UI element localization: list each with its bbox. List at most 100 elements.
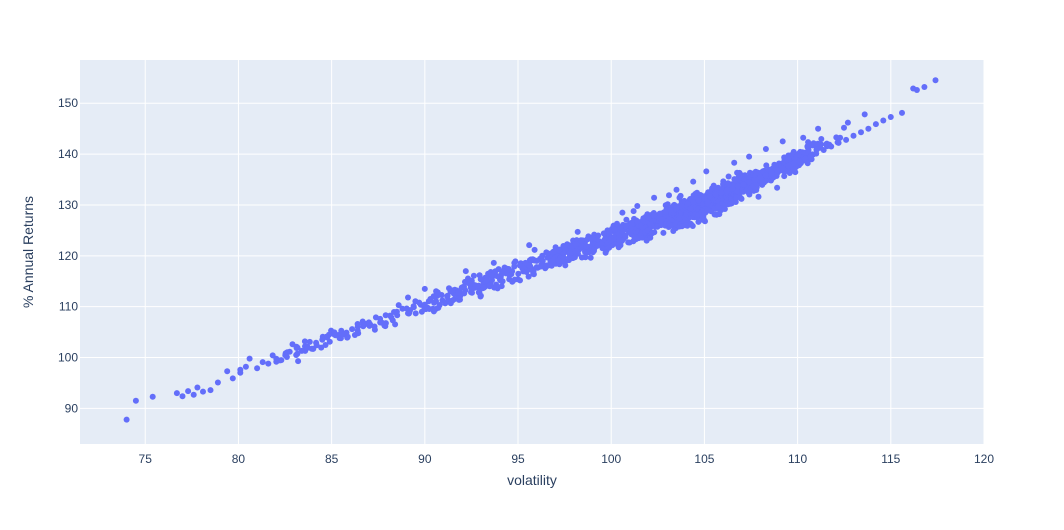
data-point — [600, 230, 607, 237]
data-point — [354, 327, 361, 334]
data-point — [630, 208, 637, 215]
data-point — [515, 270, 522, 277]
data-point — [828, 143, 835, 150]
data-point — [887, 114, 894, 120]
data-point — [332, 332, 339, 339]
data-point — [729, 185, 736, 192]
x-tick-label: 100 — [601, 452, 621, 466]
data-point — [644, 227, 651, 234]
x-axis-ticks: 75 80 85 90 95 100 105 110 115 120 — [139, 452, 995, 466]
data-point — [651, 212, 658, 219]
data-point — [805, 148, 812, 154]
data-point — [701, 195, 708, 202]
y-axis-title: % Annual Returns — [20, 196, 36, 308]
data-point — [755, 193, 762, 200]
data-point — [531, 246, 538, 253]
data-point — [587, 254, 594, 261]
data-point — [283, 354, 290, 360]
data-point — [611, 226, 618, 233]
data-point — [498, 283, 505, 290]
data-point — [405, 310, 411, 317]
data-points — [123, 77, 939, 423]
y-tick-label: 120 — [58, 249, 78, 263]
data-point — [229, 375, 236, 382]
data-point — [550, 248, 557, 255]
data-point — [318, 344, 325, 351]
data-point — [278, 357, 285, 364]
data-point — [723, 187, 730, 194]
data-point — [676, 215, 683, 222]
data-point — [382, 320, 389, 327]
data-point — [477, 276, 484, 283]
data-point — [606, 244, 613, 251]
x-tick-label: 90 — [418, 452, 432, 466]
data-point — [472, 282, 479, 289]
data-point — [615, 244, 622, 251]
data-point — [566, 250, 573, 257]
data-point — [779, 165, 786, 172]
data-point — [265, 360, 272, 367]
data-point — [207, 387, 214, 394]
data-point — [746, 153, 753, 160]
data-point — [433, 298, 439, 305]
data-point — [214, 379, 221, 386]
data-point — [807, 153, 814, 160]
data-point — [462, 268, 469, 275]
data-point — [421, 285, 428, 292]
data-point — [785, 162, 792, 169]
data-point — [246, 355, 253, 362]
data-point — [712, 191, 719, 198]
data-point — [254, 365, 261, 372]
data-point — [237, 369, 244, 376]
data-point — [286, 348, 293, 355]
data-point — [751, 177, 758, 183]
data-point — [623, 216, 630, 223]
data-point — [477, 292, 484, 299]
data-point — [728, 200, 735, 207]
data-point — [289, 341, 296, 348]
data-point — [310, 345, 316, 352]
data-point — [679, 203, 685, 209]
data-point — [865, 125, 872, 132]
data-point — [480, 284, 487, 291]
data-point — [774, 184, 781, 191]
x-tick-label: 120 — [974, 452, 994, 466]
data-point — [511, 263, 518, 270]
data-point — [461, 290, 468, 297]
data-point — [426, 306, 433, 312]
data-point — [578, 238, 585, 245]
data-point — [817, 141, 824, 148]
x-axis-title: volatility — [507, 472, 557, 488]
data-point — [721, 206, 728, 212]
x-tick-label: 80 — [232, 452, 246, 466]
data-point — [932, 77, 939, 84]
data-point — [695, 197, 702, 204]
data-point — [533, 257, 540, 264]
y-tick-label: 90 — [65, 401, 79, 415]
x-tick-label: 85 — [325, 452, 339, 466]
data-point — [349, 326, 356, 333]
data-point — [690, 178, 697, 185]
data-point — [595, 232, 602, 239]
data-point — [517, 277, 523, 284]
data-point — [781, 173, 788, 180]
data-point — [716, 211, 723, 218]
data-point — [490, 259, 497, 266]
data-point — [365, 319, 372, 326]
data-point — [566, 254, 573, 261]
data-point — [658, 216, 665, 223]
data-point — [858, 129, 864, 136]
data-point — [602, 249, 609, 256]
grid-lines — [80, 60, 985, 444]
data-point — [779, 138, 786, 145]
data-point — [792, 169, 799, 176]
data-point — [687, 205, 694, 212]
data-point — [673, 205, 680, 211]
data-point — [584, 236, 590, 243]
data-point — [630, 238, 637, 245]
data-point — [259, 359, 266, 366]
data-point — [470, 272, 477, 279]
data-point — [298, 347, 305, 354]
data-point — [634, 218, 641, 225]
